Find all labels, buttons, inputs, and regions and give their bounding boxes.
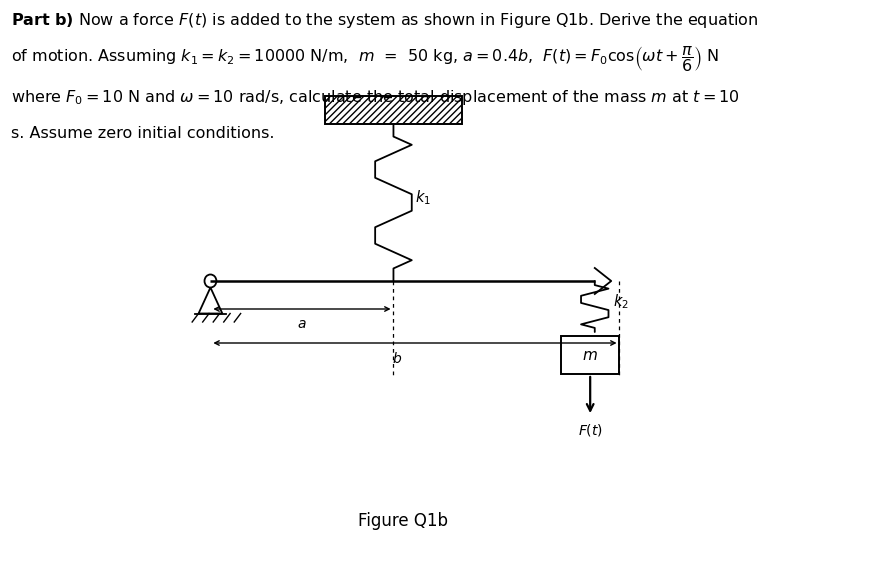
Text: $F(t)$: $F(t)$ (577, 422, 603, 438)
Text: $a$: $a$ (297, 317, 307, 331)
Text: $m$: $m$ (583, 347, 598, 362)
Text: $k_2$: $k_2$ (613, 292, 629, 311)
Text: $k_1$: $k_1$ (415, 188, 431, 207)
Bar (561, 336, 620, 374)
Text: where $F_0 = 10$ N and $\omega = 10$ rad/s, calculate the total displacement of : where $F_0 = 10$ N and $\omega = 10$ rad… (11, 88, 740, 107)
Bar (325, 96, 462, 124)
Text: Figure Q1b: Figure Q1b (357, 512, 448, 530)
Text: s. Assume zero initial conditions.: s. Assume zero initial conditions. (11, 126, 275, 141)
Text: $\mathbf{Part\ b)}$ Now a force $F(t)$ is added to the system as shown in Figure: $\mathbf{Part\ b)}$ Now a force $F(t)$ i… (11, 11, 759, 30)
Text: of motion. Assuming $k_1 = k_2 = 10000$ N/m,  $m$  =  50 kg, $a = 0.4b$,  $F(t) : of motion. Assuming $k_1 = k_2 = 10000$ … (11, 44, 719, 74)
Text: $b$: $b$ (392, 351, 402, 366)
Polygon shape (199, 287, 223, 313)
